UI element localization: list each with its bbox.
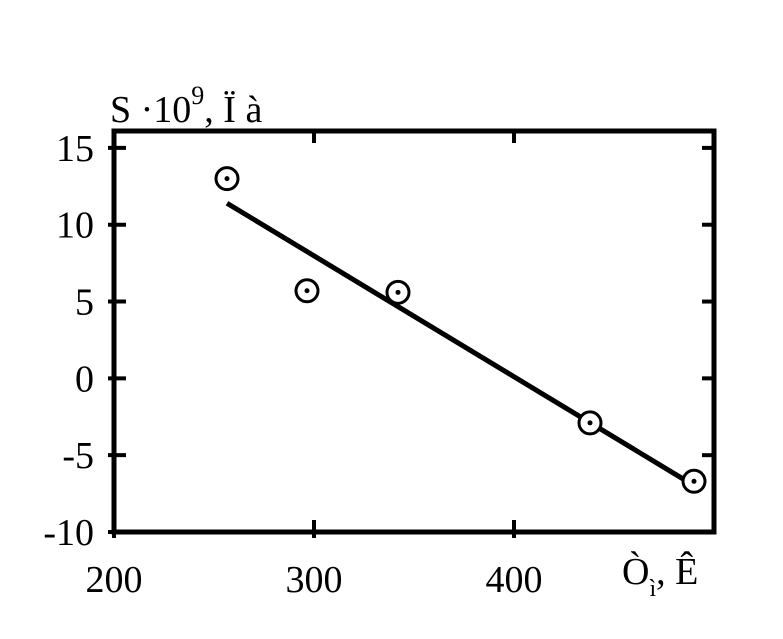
y-tick-label: 10 — [56, 205, 94, 247]
point-center — [224, 176, 230, 182]
point-center — [587, 420, 593, 426]
x-tick-label: 300 — [286, 559, 343, 601]
y-label-unit: , Ï à — [204, 89, 262, 131]
x-tick-label: 400 — [486, 559, 543, 601]
x-label-subscript: ì — [649, 576, 656, 602]
point-center — [691, 478, 697, 484]
x-tick-label: 200 — [86, 559, 143, 601]
point-center — [395, 289, 401, 295]
y-tick-label: 15 — [56, 128, 94, 170]
y-tick-label: -10 — [43, 512, 94, 554]
y-tick-label: -5 — [62, 435, 94, 477]
y-label-exponent: 9 — [191, 81, 204, 110]
x-label-base: Ò — [622, 551, 649, 593]
y-axis-label: S ·109, Ï à — [110, 81, 262, 131]
plot-frame — [111, 128, 717, 535]
fit-line — [225, 201, 689, 484]
y-tick-label: 0 — [75, 358, 94, 400]
x-label-unit: , Ê — [656, 551, 698, 593]
y-tick-label: 5 — [75, 282, 94, 324]
x-axis-label: Òì, Ê — [622, 551, 698, 602]
y-label-base: S ·10 — [110, 89, 191, 131]
point-center — [304, 288, 310, 294]
